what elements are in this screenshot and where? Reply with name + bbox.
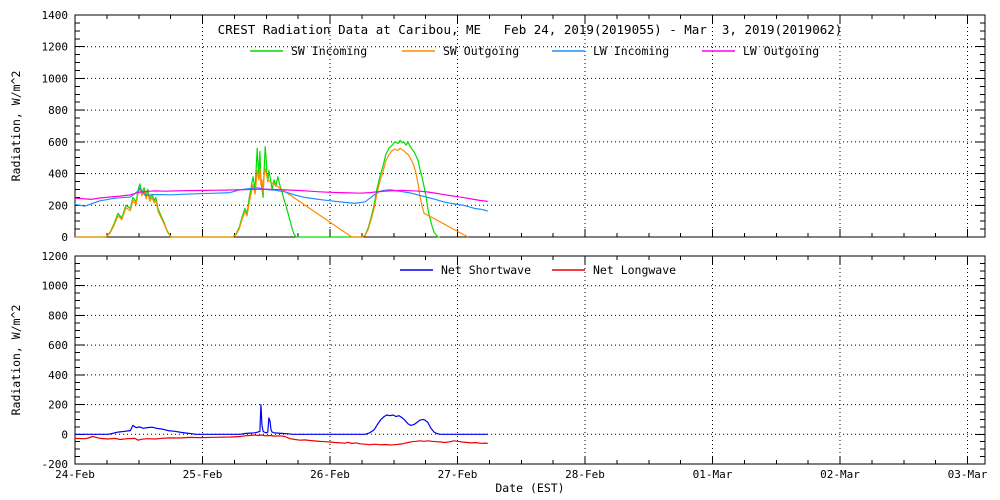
y-tick-label: 200 — [48, 199, 68, 212]
series-net-longwave — [74, 434, 488, 446]
x-tick-label: 03-Mar — [948, 468, 988, 481]
x-tick-label: 26-Feb — [310, 468, 350, 481]
series-sw-outgoing — [75, 147, 469, 238]
legend-label: SW Incoming — [291, 44, 367, 58]
y-tick-label: 400 — [48, 168, 68, 181]
y-tick-label: 600 — [48, 136, 68, 149]
legend-label: LW Outgoing — [743, 44, 819, 58]
series-lw-incoming — [74, 187, 488, 212]
y-tick-label: 800 — [48, 309, 68, 322]
x-tick-label: 02-Mar — [820, 468, 860, 481]
legend-label: SW Outgoing — [443, 44, 519, 58]
y-tick-label: 0 — [61, 428, 68, 441]
y-tick-label: 400 — [48, 369, 68, 382]
x-tick-label: 27-Feb — [438, 468, 478, 481]
top-y-axis-label: Radiation, W/m^2 — [9, 71, 23, 182]
legend-label: Net Shortwave — [441, 263, 531, 277]
x-axis-label: Date (EST) — [495, 481, 564, 495]
y-tick-label: 1000 — [42, 280, 69, 293]
legend-label: Net Longwave — [593, 263, 676, 277]
y-tick-label: 1000 — [42, 72, 69, 85]
x-tick-label: 01-Mar — [693, 468, 733, 481]
x-tick-label: 25-Feb — [183, 468, 223, 481]
y-tick-label: 0 — [61, 231, 68, 244]
x-tick-label: 24-Feb — [55, 468, 95, 481]
y-tick-label: 600 — [48, 339, 68, 352]
y-tick-label: 1200 — [42, 41, 69, 54]
series-lw-outgoing — [74, 188, 488, 203]
y-tick-label: 200 — [48, 399, 68, 412]
y-tick-label: 1200 — [42, 250, 69, 263]
y-tick-label: -200 — [42, 458, 69, 471]
x-tick-label: 28-Feb — [565, 468, 605, 481]
chart-title: CREST Radiation Data at Caribou, ME Feb … — [218, 22, 843, 37]
axes-box — [74, 14, 986, 238]
axes-box — [74, 255, 986, 465]
bottom-y-axis-label: Radiation, W/m^2 — [9, 305, 23, 416]
series-net-shortwave — [75, 404, 488, 435]
panels-layer: 0 200 400 600 800 1000 1200 1400 SW Incoming SW O… — [42, 9, 988, 481]
panel-top: 0 200 400 600 800 1000 1200 1400 SW Incoming SW O… — [42, 9, 986, 244]
y-tick-label: 800 — [48, 104, 68, 117]
panel-bottom: -200 0 200 400 600 800 1000 1200 24-Feb 25-Feb 26-… — [42, 250, 988, 481]
y-tick-label: 1400 — [42, 9, 69, 22]
legend-label: LW Incoming — [593, 44, 669, 58]
